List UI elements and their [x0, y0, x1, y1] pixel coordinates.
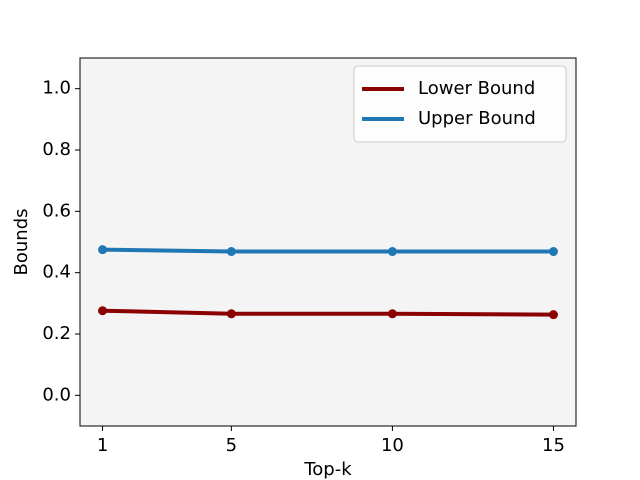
x-tick-label: 1 [97, 435, 108, 456]
point [226, 309, 236, 319]
point [226, 247, 236, 257]
point [387, 247, 397, 257]
y-tick-label: 0.8 [42, 139, 71, 160]
y-tick-label: 0.0 [42, 384, 71, 405]
x-tick-label: 5 [226, 435, 237, 456]
point [548, 247, 558, 257]
point [548, 310, 558, 320]
y-axis-label: Bounds [11, 209, 32, 276]
y-tick-label: 0.2 [42, 323, 71, 344]
legend-box [353, 65, 567, 143]
y-tick-label: 0.4 [42, 262, 71, 283]
legend-label: Lower Bound [418, 78, 535, 99]
y-tick-label: 0.6 [42, 200, 71, 221]
line [102, 247, 554, 254]
x-tick-label: 10 [381, 435, 404, 456]
legend-label: Upper Bound [418, 108, 536, 129]
line [102, 308, 554, 317]
legend: Lower Bound Upper Bound [353, 65, 567, 143]
point [98, 306, 108, 316]
x-axis-label: Top-k [303, 459, 352, 480]
axes-frame [79, 57, 577, 427]
x-tick-label: 15 [542, 435, 565, 456]
point [98, 245, 108, 255]
point [387, 309, 397, 319]
y-tick-label: 1.0 [42, 78, 71, 99]
